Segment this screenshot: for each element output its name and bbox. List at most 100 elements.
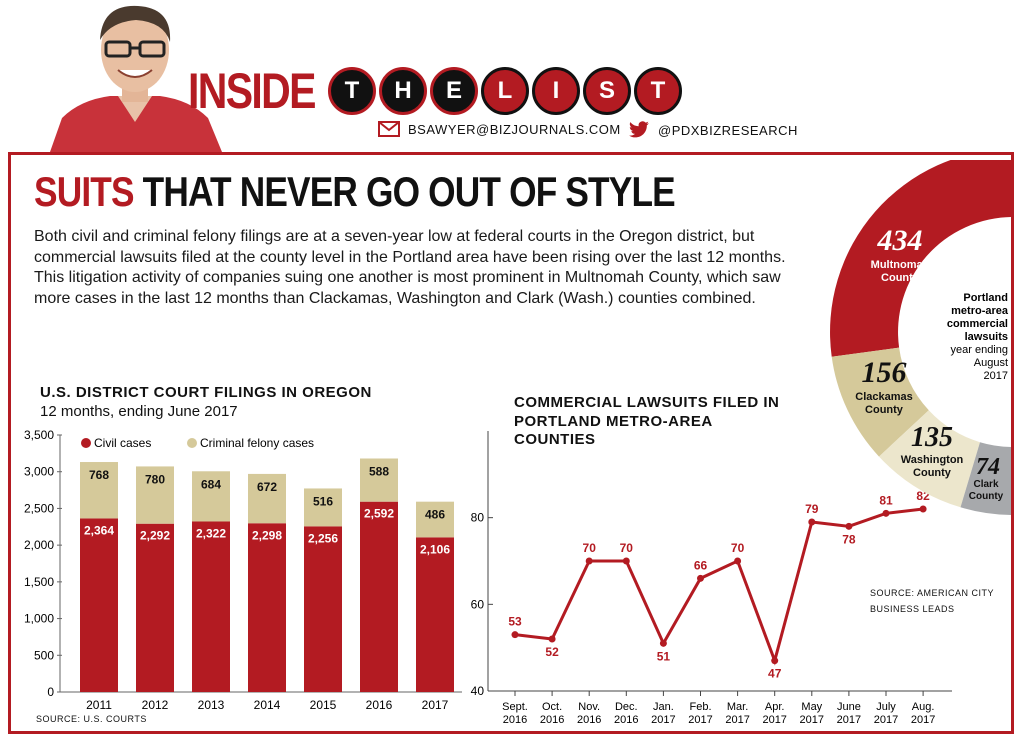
donut-label: County xyxy=(865,404,904,416)
line-x-label-month: Dec. xyxy=(615,701,638,713)
line-point xyxy=(585,557,593,565)
bar-criminal-label: 672 xyxy=(257,480,277,494)
bar-civil xyxy=(192,521,230,692)
bar-civil xyxy=(416,537,454,692)
line-point xyxy=(697,574,704,582)
bar-x-label: 2016 xyxy=(366,698,393,712)
line-point-label: 47 xyxy=(768,667,782,681)
line-x-label-year: 2016 xyxy=(503,714,527,725)
bar-chart-source: SOURCE: U.S. COURTS xyxy=(36,714,147,724)
line-x-label-month: Mar. xyxy=(727,701,748,713)
line-x-label-year: 2017 xyxy=(800,714,824,725)
bar-x-label: 2017 xyxy=(422,698,449,712)
line-point xyxy=(511,631,519,639)
author-photo xyxy=(50,5,222,152)
line-x-label-month: Aug. xyxy=(912,701,935,713)
line-x-label-year: 2017 xyxy=(651,714,675,725)
bar-x-label: 2011 xyxy=(86,698,112,712)
twitter-link[interactable]: @PDXBIZRESEARCH xyxy=(628,121,798,139)
legend-criminal-swatch xyxy=(187,438,197,448)
line-chart-title: COMMERCIAL LAWSUITS FILED IN PORTLAND ME… xyxy=(514,394,780,448)
line-x-label-year: 2016 xyxy=(614,714,638,725)
bar-y-tick: 1,000 xyxy=(24,612,54,626)
donut-center-label: commercial xyxy=(947,318,1008,330)
bar-criminal-label: 486 xyxy=(425,508,445,522)
line-point-label: 52 xyxy=(545,645,559,659)
logo-letter: T xyxy=(328,67,376,115)
county-donut-chart: 434MultnomahCounty156ClackamasCounty135W… xyxy=(830,160,1011,515)
email-address: BSAWYER@BIZJOURNALS.COM xyxy=(408,121,621,137)
bar-y-tick: 500 xyxy=(34,648,54,662)
twitter-bird-icon xyxy=(629,121,649,138)
bar-x-label: 2012 xyxy=(142,698,169,712)
line-point xyxy=(548,635,556,643)
line-point-label: 70 xyxy=(620,541,634,555)
line-point-label: 79 xyxy=(805,502,819,516)
district-court-bar-chart: 0 500 1,000 1,500 2,000 2,500 3,000 3,500 Civil … xyxy=(24,428,462,712)
bar-x-label: 2014 xyxy=(254,698,281,712)
line-x-label-month: Oct. xyxy=(542,701,562,713)
bar-civil-label: 2,364 xyxy=(84,523,114,537)
bar-criminal-label: 768 xyxy=(89,468,109,482)
line-point xyxy=(882,509,890,517)
commercial-lawsuits-line-chart: 40608053Sept.201652Oct.201670Nov.201670D… xyxy=(471,431,952,725)
twitter-handle: @PDXBIZRESEARCH xyxy=(658,122,798,138)
line-point-label: 78 xyxy=(842,532,856,546)
donut-label: Multnomah xyxy=(871,259,930,271)
bar-civil-label: 2,292 xyxy=(140,529,170,543)
bar-chart-subtitle: 12 months, ending June 2017 xyxy=(40,403,238,420)
line-x-label-month: Jan. xyxy=(653,701,674,713)
line-point-label: 70 xyxy=(583,541,597,555)
bar-y-tick: 2,000 xyxy=(24,538,54,552)
line-x-label-month: Nov. xyxy=(578,701,600,713)
bar-criminal xyxy=(360,458,398,502)
donut-center-label: lawsuits xyxy=(965,331,1008,343)
line-point-label: 70 xyxy=(731,541,745,555)
donut-center-sub: August xyxy=(974,357,1008,369)
donut-value: 74 xyxy=(976,454,1000,480)
line-point xyxy=(919,505,927,513)
headline: SUITS THAT NEVER GO OUT OF STYLE xyxy=(34,168,676,216)
headline-rest: THAT NEVER GO OUT OF STYLE xyxy=(133,168,676,215)
legend-civil-label: Civil cases xyxy=(94,436,151,450)
line-source-1: SOURCE: AMERICAN CITY xyxy=(870,588,995,598)
bar-civil-label: 2,256 xyxy=(308,531,338,545)
donut-slice xyxy=(831,347,929,457)
logo-letter: L xyxy=(481,67,529,115)
line-x-label-year: 2017 xyxy=(688,714,712,725)
logo-letter: H xyxy=(379,67,427,115)
line-point xyxy=(659,639,667,647)
line-x-label-month: July xyxy=(876,701,896,713)
bar-x-label: 2015 xyxy=(310,698,337,712)
line-source-2: BUSINESS LEADS xyxy=(870,604,955,614)
donut-label: County xyxy=(969,491,1004,502)
line-point-label: 51 xyxy=(657,649,671,663)
logo-letter: S xyxy=(583,67,631,115)
line-x-label-year: 2017 xyxy=(837,714,861,725)
bar-civil xyxy=(136,523,174,692)
bar-criminal xyxy=(304,488,342,527)
donut-value: 135 xyxy=(911,422,953,453)
line-x-label-month: Sept. xyxy=(502,701,528,713)
bar-y-tick: 0 xyxy=(47,685,54,699)
bar-criminal xyxy=(192,471,230,522)
bar-civil xyxy=(248,523,286,692)
bar-civil-label: 2,592 xyxy=(364,507,394,521)
bar-criminal xyxy=(416,501,454,538)
donut-label: Clark xyxy=(973,479,998,490)
bar-criminal-label: 780 xyxy=(145,472,165,486)
bar-criminal-label: 516 xyxy=(313,494,333,508)
line-point-label: 81 xyxy=(879,493,893,507)
story-frame xyxy=(8,152,1014,734)
logo-letter: T xyxy=(634,67,682,115)
line-point-label: 53 xyxy=(508,615,522,629)
bar-y-tick: 1,500 xyxy=(24,575,54,589)
line-x-label-year: 2016 xyxy=(540,714,564,725)
email-link[interactable]: BSAWYER@BIZJOURNALS.COM xyxy=(378,121,621,137)
legend-civil-swatch xyxy=(81,438,91,448)
donut-center-label: metro-area xyxy=(951,305,1009,317)
bar-y-tick: 3,500 xyxy=(24,428,54,442)
bar-criminal xyxy=(136,466,174,524)
line-x-label-month: Apr. xyxy=(765,701,785,713)
line-x-label-month: Feb. xyxy=(689,701,711,713)
